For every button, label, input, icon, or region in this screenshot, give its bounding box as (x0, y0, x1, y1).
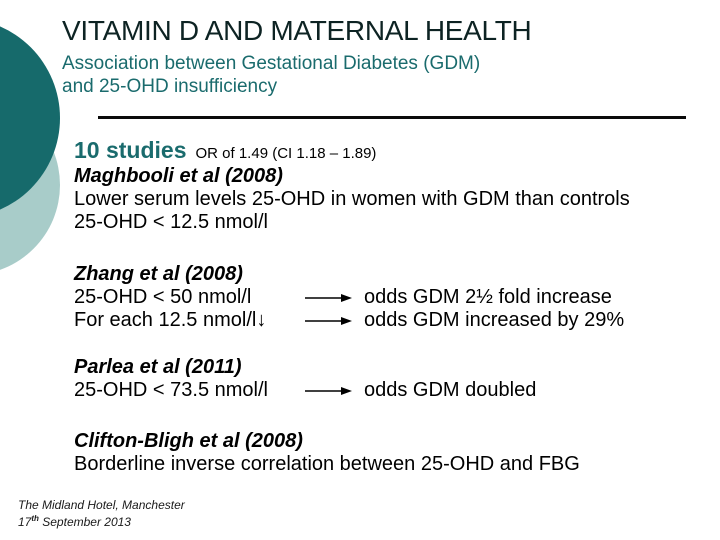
studies-summary-line: 10 studies OR of 1.49 (CI 1.18 – 1.89) (74, 137, 630, 165)
zhang-finding-2-text: For each 12.5 nmol/l (74, 309, 257, 331)
studies-count: 10 studies (74, 137, 187, 163)
down-arrow-icon: ↓ (256, 309, 267, 331)
right-arrow-icon (305, 293, 352, 302)
zhang-finding-2-result: odds GDM increased by 29% (364, 309, 625, 331)
zhang-finding-2: For each 12.5 nmol/l↓ odds GDM increased… (74, 309, 624, 332)
parlea-study-block: Parlea et al (2011) 25-OHD < 73.5 nmol/l… (74, 356, 536, 402)
parlea-finding-1-result: odds GDM doubled (364, 379, 537, 401)
study-heading-maghbooli: Maghbooli et al (2008) (74, 165, 283, 187)
footer-venue: The Midland Hotel, Manchester (18, 498, 185, 512)
parlea-finding-1-label: 25-OHD < 73.5 nmol/l (74, 379, 304, 402)
parlea-finding-1: 25-OHD < 73.5 nmol/l odds GDM doubled (74, 379, 536, 402)
footer-date-day: 17 (18, 515, 32, 529)
studies-summary-block: 10 studies OR of 1.49 (CI 1.18 – 1.89) M… (74, 137, 630, 234)
title-underline (98, 116, 686, 119)
slide-title: VITAMIN D AND MATERNAL HEALTH (62, 15, 532, 46)
zhang-study-block: Zhang et al (2008) 25-OHD < 50 nmol/l od… (74, 263, 624, 332)
zhang-finding-2-label: For each 12.5 nmol/l↓ (74, 309, 304, 332)
zhang-finding-1: 25-OHD < 50 nmol/l odds GDM 2½ fold incr… (74, 286, 624, 309)
study-heading-zhang: Zhang et al (2008) (74, 263, 243, 285)
slide-subtitle: Association between Gestational Diabetes… (62, 52, 480, 98)
clifton-finding-1: Borderline inverse correlation between 2… (74, 453, 580, 475)
footer-date-rest: September 2013 (38, 515, 131, 529)
parlea-finding-1-text: 25-OHD < 73.5 nmol/l (74, 379, 268, 401)
zhang-finding-1-label: 25-OHD < 50 nmol/l (74, 286, 304, 309)
zhang-finding-1-text: 25-OHD < 50 nmol/l (74, 286, 252, 308)
footer-date-suffix: th (31, 514, 39, 523)
maghbooli-finding-2: 25-OHD < 12.5 nmol/l (74, 211, 268, 233)
clifton-study-block: Clifton-Bligh et al (2008) Borderline in… (74, 430, 580, 476)
right-arrow-icon (305, 316, 352, 325)
study-heading-parlea: Parlea et al (2011) (74, 356, 242, 378)
study-heading-clifton: Clifton-Bligh et al (2008) (74, 430, 303, 452)
right-arrow-icon (305, 386, 352, 395)
footer: The Midland Hotel, Manchester 17th Septe… (18, 498, 185, 529)
studies-odds-ratio: OR of 1.49 (CI 1.18 – 1.89) (195, 145, 377, 162)
zhang-finding-1-result: odds GDM 2½ fold increase (364, 286, 612, 308)
footer-date: 17th September 2013 (18, 512, 185, 529)
subtitle-line-1: Association between Gestational Diabetes… (62, 53, 481, 74)
subtitle-line-2: and 25-OHD insufficiency (62, 76, 278, 97)
maghbooli-finding-1: Lower serum levels 25-OHD in women with … (74, 188, 630, 210)
